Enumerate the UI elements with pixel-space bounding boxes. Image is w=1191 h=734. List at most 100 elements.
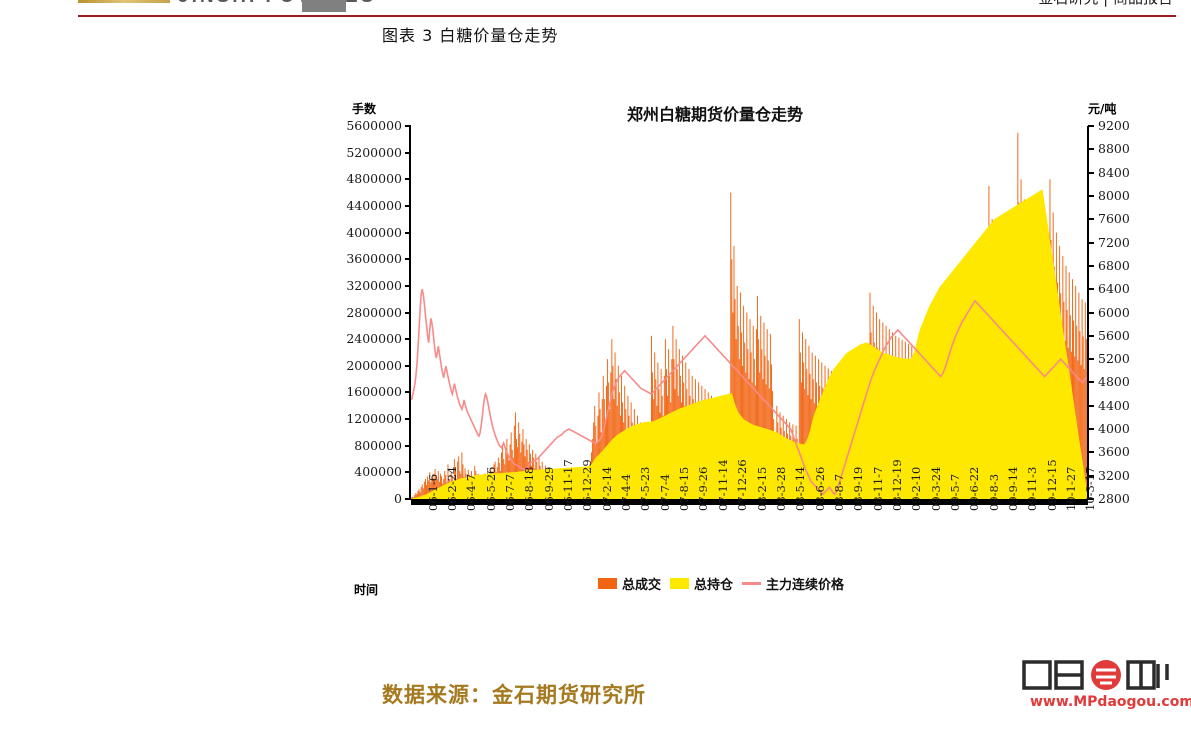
left-axis-tick: 800000	[354, 437, 402, 453]
x-axis-tick: 09-6-22	[967, 466, 982, 511]
right-axis-tick: 4000	[1098, 421, 1130, 437]
right-tick-mark	[1088, 288, 1094, 291]
watermark-url: www.MPdaogou.com	[1030, 694, 1191, 710]
left-tick-mark	[405, 151, 411, 154]
x-axis-tick: 09-2-10	[909, 466, 924, 511]
legend-label: 总持仓	[694, 578, 734, 593]
left-tick-mark	[405, 311, 411, 314]
x-axis-tick: 07-7-4	[657, 473, 672, 511]
watermark-logo-icon	[1022, 660, 1169, 690]
right-tick-mark	[1088, 404, 1094, 407]
right-axis-tick: 8800	[1098, 141, 1130, 157]
left-tick-mark	[405, 258, 411, 261]
page-header: JINSHI FUTURES 金石研究 | 商品报告	[0, 0, 1191, 22]
x-axis-tick: 08-6-26	[812, 466, 827, 511]
chart-container: 郑州白糖期货价量仓走势 手数 元/吨 0 400000 800000 1200000 1…	[330, 96, 1170, 597]
header-grey-box	[302, 0, 346, 12]
x-axis-tick: 09-5-7	[947, 473, 962, 511]
x-axis-tick: 08-11-7	[870, 466, 885, 511]
plot-svg	[411, 132, 1088, 499]
x-axis-tick: 07-8-15	[677, 466, 692, 511]
plot-area	[411, 126, 1088, 499]
left-axis-tick: 3600000	[346, 251, 402, 267]
chart-legend: 总成交 总持仓 主力连续价格	[598, 574, 844, 593]
right-axis-tick: 4800	[1098, 374, 1130, 390]
left-tick-mark	[405, 338, 411, 341]
x-axis-tick: 06-9-29	[541, 466, 556, 511]
right-axis-tick: 7600	[1098, 211, 1130, 227]
legend-label: 总成交	[622, 578, 662, 593]
right-tick-mark	[1088, 451, 1094, 454]
x-axis-tick: 07-11-14	[715, 459, 730, 511]
x-axis-tick: 06-2-24	[445, 466, 459, 511]
x-axis-tick: 06-7-7	[503, 473, 518, 511]
right-tick-mark	[1088, 428, 1094, 431]
left-tick-mark	[405, 364, 411, 367]
legend-label: 主力连续价格	[766, 578, 845, 593]
right-axis-line	[1087, 126, 1089, 500]
right-tick-mark	[1088, 241, 1094, 244]
right-tick-mark	[1088, 498, 1094, 500]
x-axis-tick: 09-11-3	[1025, 466, 1040, 511]
legend-item[interactable]: 主力连续价格	[742, 574, 844, 593]
right-axis-tick: 2800	[1098, 491, 1130, 506]
x-axis-tick: 08-2-15	[754, 466, 769, 511]
x-axis-tick: 08-12-19	[889, 459, 904, 511]
x-axis-tick: 07-9-26	[696, 466, 711, 511]
x-axis-tick: 07-12-26	[735, 459, 750, 511]
open-interest-area-overlay	[411, 189, 1088, 499]
left-tick-mark	[405, 231, 411, 234]
x-axis-tick: 07-4-4	[619, 473, 634, 511]
left-axis-line	[409, 126, 411, 500]
right-tick-mark	[1088, 474, 1094, 477]
right-tick-mark	[1088, 311, 1094, 314]
brand-logo-bar	[78, 0, 170, 3]
left-tick-mark	[405, 391, 411, 394]
x-axis-baseline	[411, 499, 1088, 505]
brand-logo-text: JINSHI FUTURES	[178, 0, 376, 8]
right-tick-mark	[1088, 334, 1094, 337]
right-axis-tick: 8000	[1098, 187, 1130, 203]
x-axis-tick: 07-2-14	[599, 466, 614, 511]
left-tick-mark	[405, 284, 411, 287]
left-axis-tick: 400000	[354, 464, 402, 480]
right-axis-tick: 5600	[1098, 327, 1130, 343]
left-tick-mark	[405, 204, 411, 207]
left-axis-tick: 4400000	[346, 197, 402, 213]
left-axis-tick: 5200000	[346, 144, 402, 160]
right-axis-tick: 9200	[1098, 118, 1130, 133]
right-axis-tick: 6400	[1098, 281, 1130, 297]
x-axis-tick: 07-5-23	[638, 466, 653, 511]
legend-color-swatch	[670, 578, 690, 589]
right-axis-tick: 8400	[1098, 164, 1130, 180]
x-axis-tick: 09-9-14	[1005, 466, 1020, 511]
left-axis-tick: 2400000	[346, 331, 402, 347]
left-tick-mark	[405, 418, 411, 421]
right-tick-mark	[1088, 125, 1094, 127]
right-axis-tick: 7200	[1098, 234, 1130, 250]
header-divider-rule	[78, 15, 1176, 17]
right-tick-mark	[1088, 171, 1094, 174]
left-tick-mark	[405, 471, 411, 474]
x-axis-tick: 08-5-14	[793, 466, 808, 511]
x-axis-tick: 08-8-7	[831, 473, 846, 511]
legend-item[interactable]: 总成交	[598, 574, 661, 593]
data-source-note: 数据来源：金石期货研究所	[382, 682, 646, 707]
right-tick-mark	[1088, 148, 1094, 151]
x-axis-tick: 08-3-28	[773, 466, 788, 511]
right-axis-tick: 5200	[1098, 351, 1130, 367]
right-axis-tick: 3600	[1098, 444, 1130, 460]
left-axis-unit-label: 手数	[352, 102, 377, 116]
right-axis-unit-label: 元/吨	[1088, 102, 1117, 116]
legend-line-swatch	[742, 582, 762, 585]
x-axis-tick: 08-9-19	[851, 466, 866, 511]
left-tick-mark	[405, 498, 411, 500]
x-axis-tick: 09-3-24	[928, 466, 943, 511]
left-axis-tick: 1200000	[346, 411, 402, 427]
right-tick-mark	[1088, 218, 1094, 221]
left-axis-tick: 2800000	[346, 304, 402, 320]
x-axis-tick: 06-1-6	[425, 473, 440, 511]
time-axis-label: 时间	[354, 583, 379, 597]
legend-item[interactable]: 总持仓	[670, 574, 733, 593]
x-axis-tick: 09-12-15	[1044, 459, 1059, 511]
